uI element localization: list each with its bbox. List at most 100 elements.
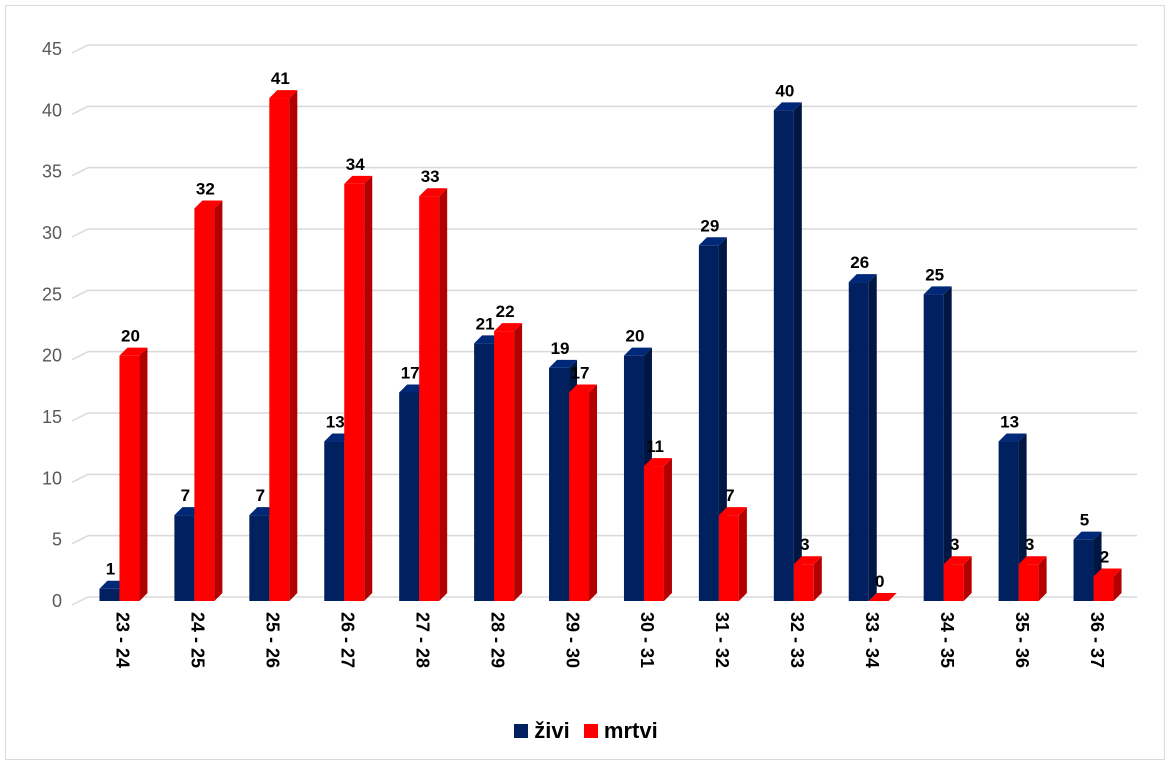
legend-item-zivi: živi xyxy=(514,718,570,744)
bar-side xyxy=(1038,556,1047,601)
y-tick-label: 10 xyxy=(42,468,62,488)
x-tick-label: 32 - 33 xyxy=(787,612,807,668)
data-label: 41 xyxy=(271,69,290,88)
bar-top xyxy=(923,286,952,295)
bar-side xyxy=(289,90,298,602)
bar-front xyxy=(943,564,964,601)
bar-front xyxy=(194,208,215,601)
bar-front xyxy=(174,515,195,601)
data-label: 11 xyxy=(646,437,664,456)
bar-mrtvi xyxy=(494,323,523,601)
x-tick-label: 35 - 36 xyxy=(1012,612,1032,668)
x-tick-label: 28 - 29 xyxy=(487,612,507,668)
gridlines xyxy=(71,44,1137,606)
bar-top xyxy=(643,458,672,467)
bar-top xyxy=(623,347,652,356)
data-label: 3 xyxy=(800,535,809,554)
x-tick-label: 27 - 28 xyxy=(412,612,432,668)
bar-top xyxy=(773,102,802,111)
data-label: 25 xyxy=(925,265,944,284)
data-label: 17 xyxy=(401,363,420,382)
bar-front xyxy=(793,564,814,601)
bars xyxy=(99,90,1122,602)
data-label: 40 xyxy=(775,81,794,100)
gridline-depth xyxy=(71,289,89,300)
x-tick-label: 26 - 27 xyxy=(338,612,358,668)
bar-side xyxy=(663,458,672,601)
bar-top xyxy=(344,175,373,184)
legend-label-zivi: živi xyxy=(534,718,570,743)
data-label: 32 xyxy=(196,179,215,198)
bar-front xyxy=(718,515,739,601)
gridline-depth xyxy=(71,44,89,54)
y-tick-label: 15 xyxy=(42,407,62,427)
y-tick-label: 35 xyxy=(42,162,62,182)
bar-front xyxy=(324,441,345,601)
data-label: 7 xyxy=(256,486,265,505)
gridline-depth xyxy=(71,412,89,422)
gridline-depth xyxy=(71,166,89,177)
bar-top xyxy=(549,359,578,368)
data-label: 1 xyxy=(106,560,115,579)
data-label: 17 xyxy=(571,363,590,382)
data-label: 0 xyxy=(875,572,884,591)
bar-side xyxy=(514,323,523,601)
y-tick-label: 45 xyxy=(42,39,62,59)
bar-mrtvi xyxy=(194,200,223,601)
gridline-depth xyxy=(71,534,89,545)
x-tick-label: 31 - 32 xyxy=(712,612,732,668)
bar-zivi xyxy=(923,286,952,601)
data-label: 34 xyxy=(346,155,365,174)
bar-front xyxy=(623,355,644,601)
x-tick-label: 30 - 31 xyxy=(637,612,657,668)
bar-mrtvi xyxy=(643,458,672,601)
legend: živi mrtvi xyxy=(0,718,1172,744)
legend-item-mrtvi: mrtvi xyxy=(583,718,658,744)
data-label: 13 xyxy=(326,413,345,432)
data-label: 22 xyxy=(496,302,515,321)
bar-front xyxy=(249,515,270,601)
data-label: 19 xyxy=(551,339,570,358)
data-label: 26 xyxy=(850,253,869,272)
bar-top xyxy=(1093,568,1122,577)
bar-side xyxy=(214,200,223,601)
x-tick-label: 23 - 24 xyxy=(113,612,133,668)
data-label: 20 xyxy=(626,327,645,346)
y-tick-label: 30 xyxy=(42,223,62,243)
bar-front xyxy=(99,588,120,601)
data-label: 7 xyxy=(181,486,190,505)
bar-top xyxy=(943,556,972,565)
bar-top xyxy=(1018,556,1047,565)
data-label: 29 xyxy=(700,216,719,235)
bar-top xyxy=(419,188,448,197)
bar-mrtvi xyxy=(943,556,972,601)
bar-mrtvi xyxy=(1018,556,1047,601)
bar-front xyxy=(998,441,1019,601)
bar-mrtvi xyxy=(269,90,298,602)
y-tick-label: 40 xyxy=(42,100,62,120)
gridline-depth xyxy=(71,105,89,116)
data-label: 21 xyxy=(476,314,495,333)
data-label: 33 xyxy=(421,167,440,186)
data-label: 2 xyxy=(1100,547,1109,566)
bar-front xyxy=(494,331,515,601)
bar-front xyxy=(474,343,495,601)
bar-mrtvi xyxy=(718,507,747,601)
bar-side xyxy=(738,507,747,601)
bar-top xyxy=(793,556,822,565)
bar-side xyxy=(813,556,822,601)
bar-top xyxy=(868,593,897,601)
bar-side xyxy=(1113,568,1122,601)
y-tick-label: 20 xyxy=(42,346,62,366)
bar-front xyxy=(1093,576,1114,601)
bar-side xyxy=(589,384,598,601)
bar-mrtvi xyxy=(569,384,598,601)
bar-top xyxy=(718,507,747,516)
bar-front xyxy=(344,183,365,601)
bar-mrtvi xyxy=(868,593,897,601)
x-tick-label: 34 - 35 xyxy=(937,612,957,668)
bar-top xyxy=(119,347,148,356)
bar-top xyxy=(194,200,223,209)
x-tick-label: 29 - 30 xyxy=(562,612,582,668)
